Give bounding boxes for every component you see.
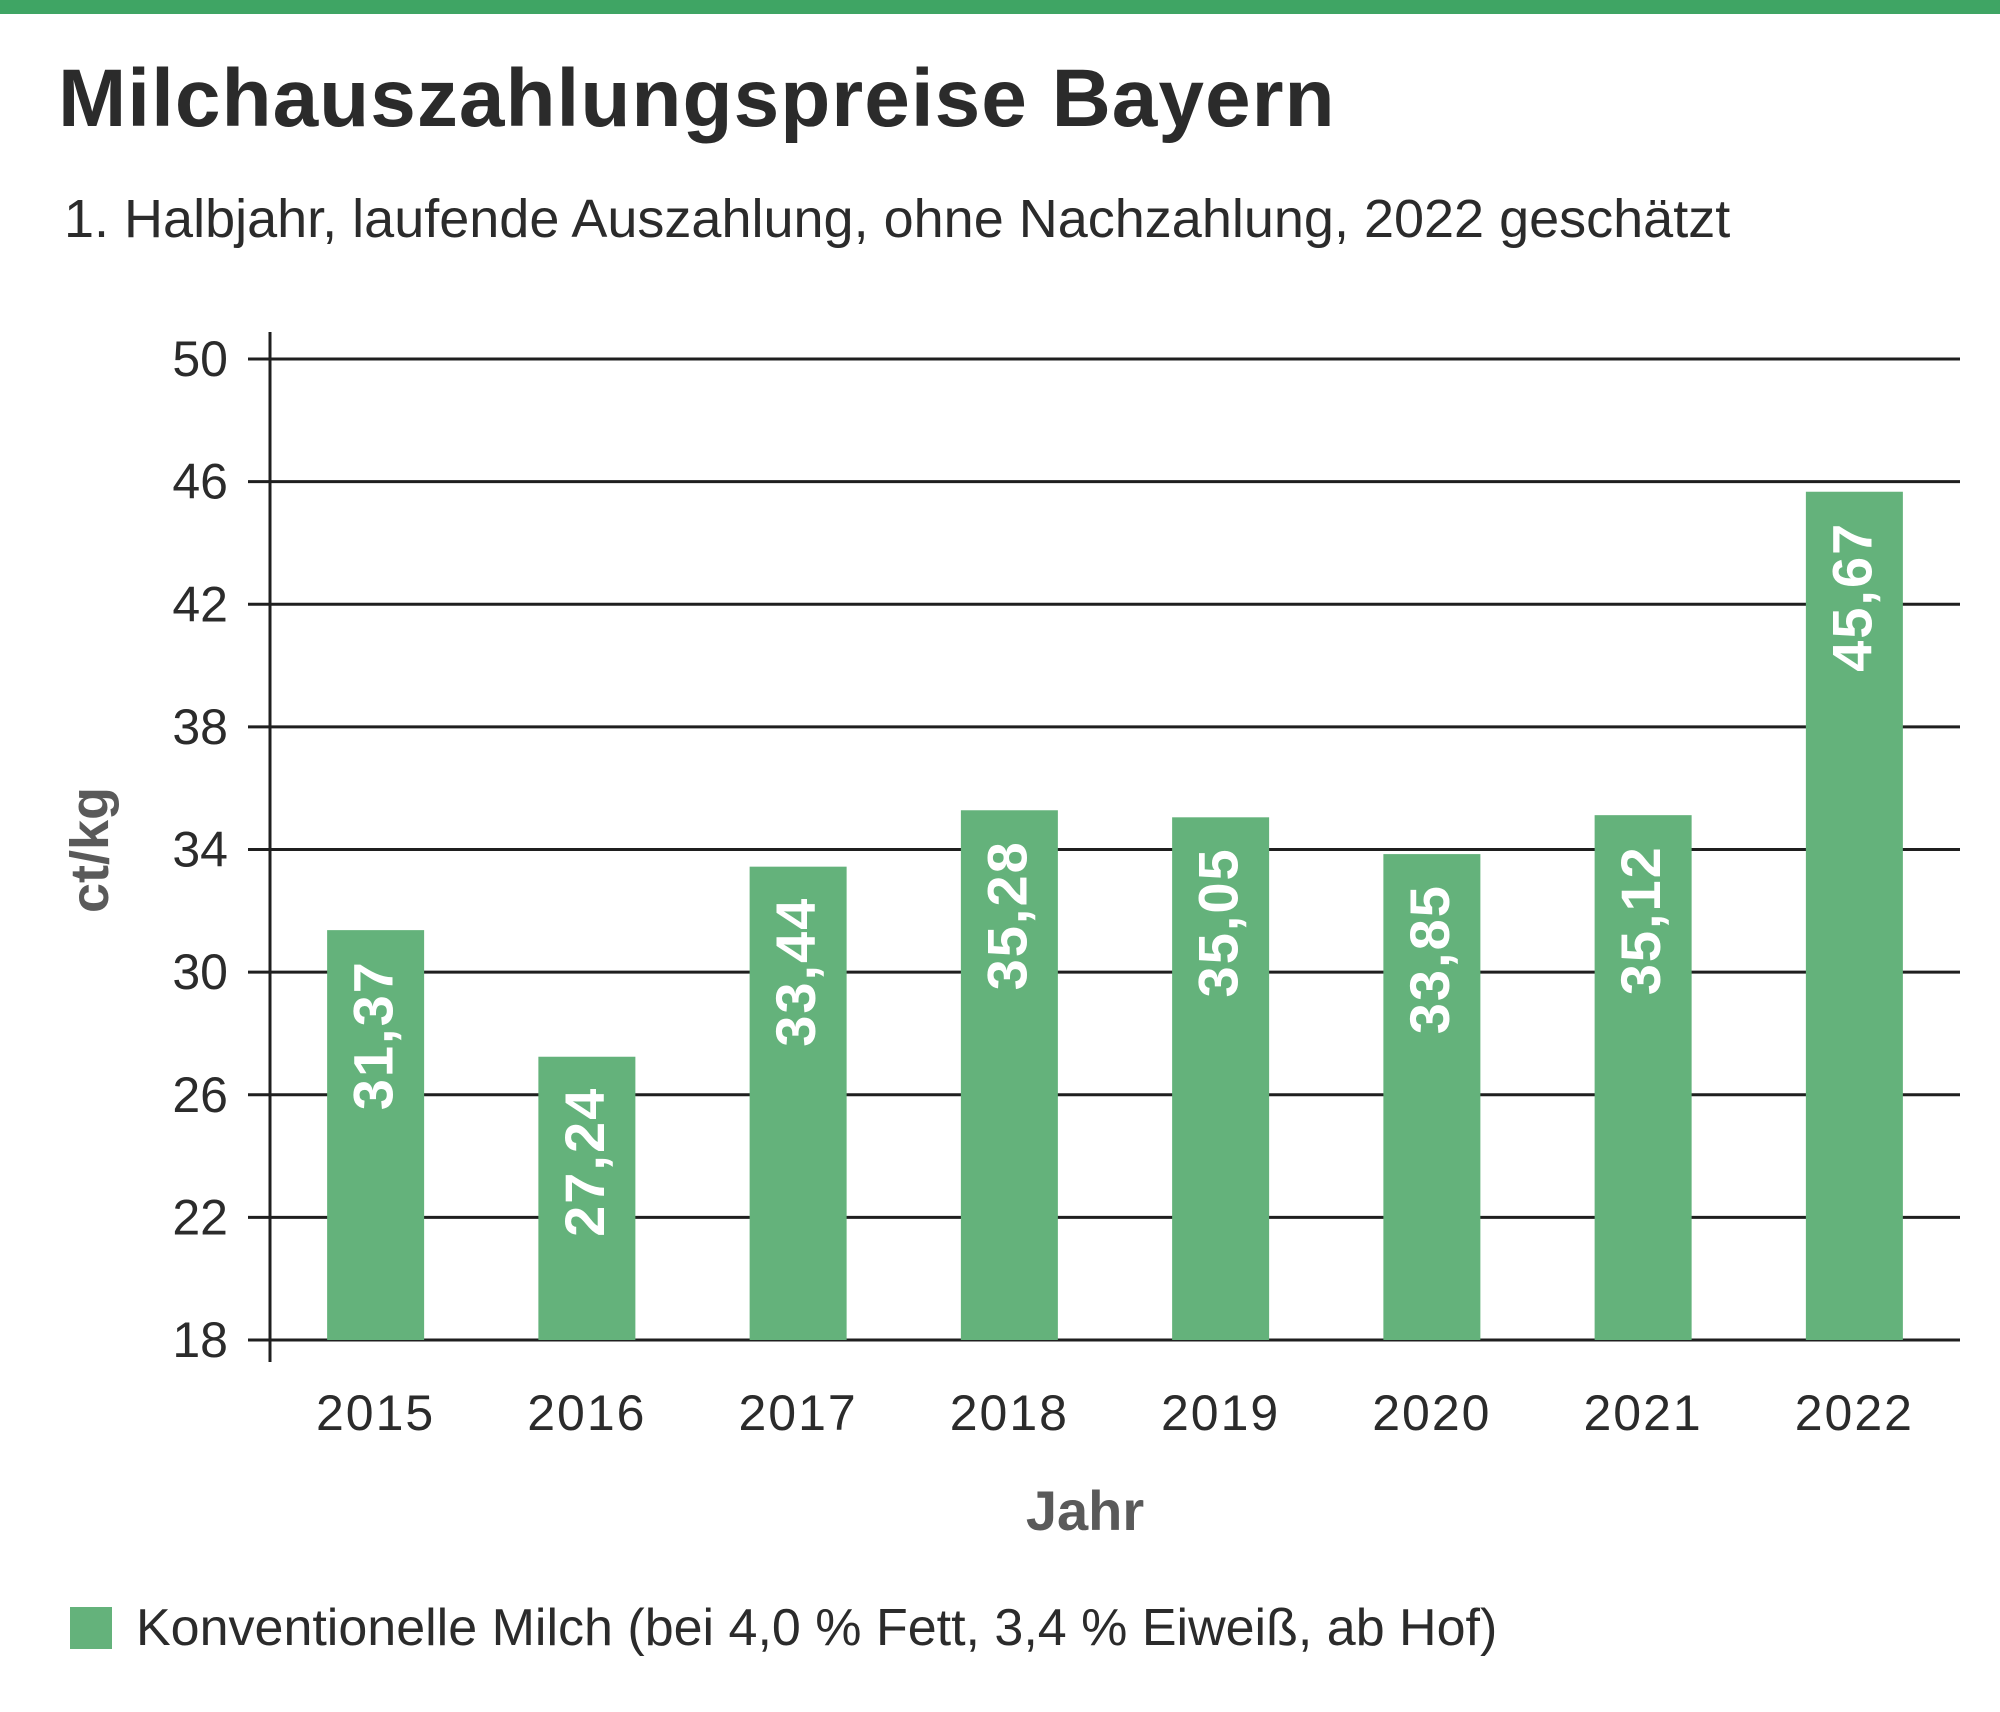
x-tick-label: 2017 [739,1385,858,1441]
bar [960,810,1058,1340]
bar [1805,491,1903,1340]
x-tick-label: 2019 [1161,1385,1280,1441]
bar [538,1056,636,1340]
x-tick-label: 2018 [950,1385,1069,1441]
chart-subtitle: 1. Halbjahr, laufende Auszahlung, ohne N… [64,189,1731,249]
bar-chart: 50 46 42 38 34 30 26 22 18 ct/kg 31,37 2015 27,24 201… [60,331,1960,1542]
y-tick-label: 42 [172,576,228,632]
y-axis-title: ct/kg [60,787,120,913]
y-tick-label: 30 [172,944,228,1000]
legend: Konventionelle Milch (bei 4,0 % Fett, 3,… [70,1598,1497,1658]
x-axis-title: Jahr [1026,1479,1144,1542]
bar-value-label: 45,67 [1820,522,1883,672]
bar [749,866,847,1340]
bar [1172,817,1270,1340]
x-tick-label: 2022 [1795,1385,1914,1441]
x-tick-label: 2015 [316,1385,435,1441]
top-accent-bar [0,0,2000,14]
bar-value-label: 35,05 [1187,847,1250,997]
chart-title: Milchauszahlungspreise Bayern [58,53,1336,144]
x-tick-label: 2016 [527,1385,646,1441]
legend-label: Konventionelle Milch (bei 4,0 % Fett, 3,… [136,1599,1498,1657]
bar-value-label: 35,12 [1609,845,1672,995]
y-tick-label: 38 [172,699,228,755]
bar [1383,854,1481,1340]
y-tick-label: 18 [172,1312,228,1368]
legend-swatch [70,1607,112,1649]
bar [327,930,425,1340]
y-tick-label: 26 [172,1067,228,1123]
y-tick-label: 34 [172,822,228,878]
bar [1594,815,1692,1340]
y-tick-label: 22 [172,1189,228,1245]
bar-value-label: 27,24 [553,1087,616,1237]
y-tick-label: 46 [172,454,228,510]
x-tick-label: 2020 [1372,1385,1491,1441]
bar-value-label: 31,37 [342,960,405,1110]
y-tick-label: 50 [172,331,228,387]
bar-value-label: 35,28 [975,840,1038,990]
x-tick-label: 2021 [1584,1385,1703,1441]
bar-value-label: 33,44 [764,897,827,1047]
bar-value-label: 33,85 [1398,884,1461,1034]
